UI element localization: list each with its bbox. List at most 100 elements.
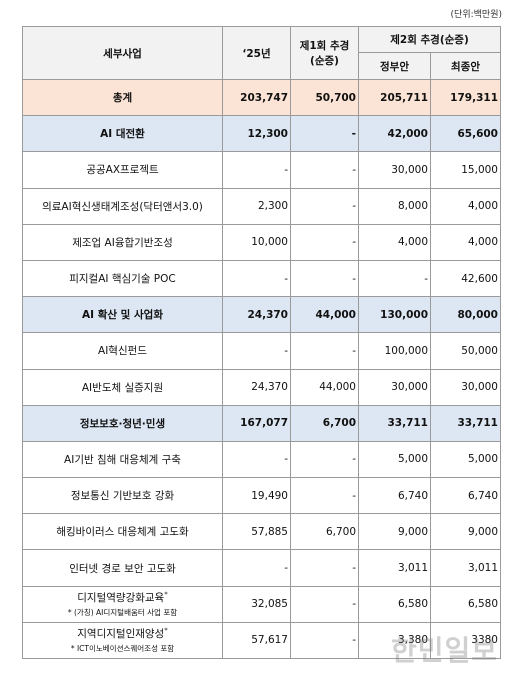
amount-cell: 4,000	[358, 223, 431, 261]
amount-cell: 30,000	[358, 368, 431, 406]
amount-cell: 33,711	[358, 404, 431, 442]
amount-cell: 3,011	[430, 549, 501, 587]
amount-cell: 6,700	[290, 513, 359, 551]
amount-cell: -	[290, 549, 359, 587]
item-name-cell: AI 확산 및 사업화	[22, 296, 223, 334]
header-cell: 제1회 추경 (순증)	[290, 26, 359, 80]
unit-label: (단위:백만원)	[450, 10, 502, 20]
amount-cell: -	[290, 585, 359, 623]
header-text: (순증)	[310, 55, 339, 67]
item-name: 제조업 AI융합기반조성	[72, 236, 173, 249]
amount-cell: 5,000	[430, 440, 501, 479]
amount-cell: 203,747	[222, 78, 291, 117]
item-name: AI혁신펀드	[98, 345, 147, 358]
amount-cell: -	[358, 259, 431, 298]
header-cell: 최종안	[430, 52, 501, 80]
amount-cell: 9,000	[358, 513, 431, 551]
amount-cell: -	[222, 151, 291, 189]
header-text: 제1회 추경	[299, 40, 350, 52]
amount-cell: 50,000	[430, 332, 501, 370]
item-name: AI 확산 및 사업화	[82, 309, 163, 322]
amount-cell: 44,000	[290, 296, 359, 334]
item-name: 지역디지털인재양성	[77, 628, 165, 641]
item-name: 의료AI혁신생태계조성(닥터앤서3.0)	[42, 200, 203, 213]
item-name-cell: 정보통신 기반보호 강화	[22, 477, 223, 515]
table-row: 해킹바이러스 대응체계 고도화 57,885 6,700 9,000 9,000	[22, 513, 501, 551]
amount-cell: 6,580	[358, 585, 431, 623]
footnote-mark: *	[164, 590, 168, 599]
table-row: 인터넷 경로 보안 고도화 - -3,011 3,011	[22, 549, 501, 587]
amount-cell: 24,370	[222, 368, 291, 406]
table-row: AI 대전환 12,300-42,000 65,600	[22, 115, 501, 153]
amount-cell: 33,711	[430, 404, 501, 442]
table-row: AI 확산 및 사업화 24,370 44,000 130,000 80,000	[22, 296, 501, 334]
amount-cell: -	[290, 115, 359, 153]
item-name-cell: 의료AI혁신생태계조성(닥터앤서3.0)	[22, 187, 223, 225]
header-cell: ‘25년	[222, 26, 291, 80]
table-row: 피지컬AI 핵심기술 POC - - -42,600	[22, 259, 501, 298]
amount-cell: 30,000	[358, 151, 431, 189]
amount-cell: 6,740	[358, 477, 431, 515]
item-name: AI 대전환	[100, 128, 145, 141]
item-name: 인터넷 경로 보안 고도화	[69, 562, 176, 575]
footnote-mark: *	[164, 626, 168, 635]
amount-cell: -	[222, 549, 291, 587]
item-name-cell: 정보보호·청년·민생	[22, 404, 223, 442]
item-name: 공공AX프로젝트	[86, 164, 159, 177]
table-header: 세부사업 ‘25년 제1회 추경 (순증) 제2회 추경(순증) 정부안 최종안	[22, 26, 501, 80]
amount-cell: 12,300	[222, 115, 291, 153]
item-name-cell: 해킹바이러스 대응체계 고도화	[22, 513, 223, 551]
amount-cell: 19,490	[222, 477, 291, 515]
amount-cell: 10,000	[222, 223, 291, 261]
table-row: AI혁신펀드 - -100,000 50,000	[22, 332, 501, 370]
amount-cell: 32,085	[222, 585, 291, 623]
amount-cell: -	[290, 259, 359, 298]
amount-cell: 44,000	[290, 368, 359, 406]
amount-cell: 57,617	[222, 621, 291, 660]
item-name: 해킹바이러스 대응체계 고도화	[56, 526, 189, 539]
item-name-cell: AI혁신펀드	[22, 332, 223, 370]
amount-cell: 42,000	[358, 115, 431, 153]
item-name-cell: 지역디지털인재양성* * ICT이노베이션스퀘어조성 포함	[22, 621, 223, 660]
budget-table: 세부사업 ‘25년 제1회 추경 (순증) 제2회 추경(순증) 정부안 최종안 …	[22, 26, 501, 660]
amount-cell: 57,885	[222, 513, 291, 551]
watermark: 한민일보	[390, 634, 498, 667]
item-name: 피지컬AI 핵심기술 POC	[69, 273, 176, 286]
item-name: AI기반 침해 대응체계 구축	[64, 453, 181, 466]
item-name-cell: 인터넷 경로 보안 고도화	[22, 549, 223, 587]
amount-cell: 3,380	[358, 621, 431, 660]
amount-cell: 65,600	[430, 115, 501, 153]
amount-cell: 8,000	[358, 187, 431, 225]
item-name-cell: AI 대전환	[22, 115, 223, 153]
table-row: 디지털역량강화교육* * (가칭) AI디지털배움터 사업 포함 32,085-6,…	[22, 585, 501, 623]
amount-cell: -	[290, 151, 359, 189]
table-row: 의료AI혁신생태계조성(닥터앤서3.0) 2,300-8,000 4,000	[22, 187, 501, 225]
amount-cell: 6,740	[430, 477, 501, 515]
header-cell: 정부안	[358, 52, 431, 80]
amount-cell: 42,600	[430, 259, 501, 298]
amount-cell: 9,000	[430, 513, 501, 551]
amount-cell: 167,077	[222, 404, 291, 442]
table-body: 총계 203,747 50,700 205,711 179,311 AI 대전환 12,30…	[22, 78, 501, 660]
amount-cell: 6,700	[290, 404, 359, 442]
amount-cell: 50,700	[290, 78, 359, 117]
header-cell: 세부사업	[22, 26, 223, 80]
amount-cell: 3380	[430, 621, 501, 660]
amount-cell: 5,000	[358, 440, 431, 479]
table-row: AI기반 침해 대응체계 구축 - -5,000 5,000	[22, 440, 501, 479]
item-name: 디지털역량강화교육	[77, 592, 165, 605]
amount-cell: 80,000	[430, 296, 501, 334]
amount-cell: 100,000	[358, 332, 431, 370]
amount-cell: -	[290, 332, 359, 370]
table-row: 정보통신 기반보호 강화 19,490-6,740 6,740	[22, 477, 501, 515]
amount-cell: -	[290, 477, 359, 515]
item-name-cell: 제조업 AI융합기반조성	[22, 223, 223, 261]
amount-cell: -	[290, 440, 359, 479]
item-name-cell: 총계	[22, 78, 223, 117]
amount-cell: 4,000	[430, 187, 501, 225]
amount-cell: 130,000	[358, 296, 431, 334]
item-name-cell: 디지털역량강화교육* * (가칭) AI디지털배움터 사업 포함	[22, 585, 223, 623]
item-name: AI반도체 실증지원	[81, 381, 164, 394]
